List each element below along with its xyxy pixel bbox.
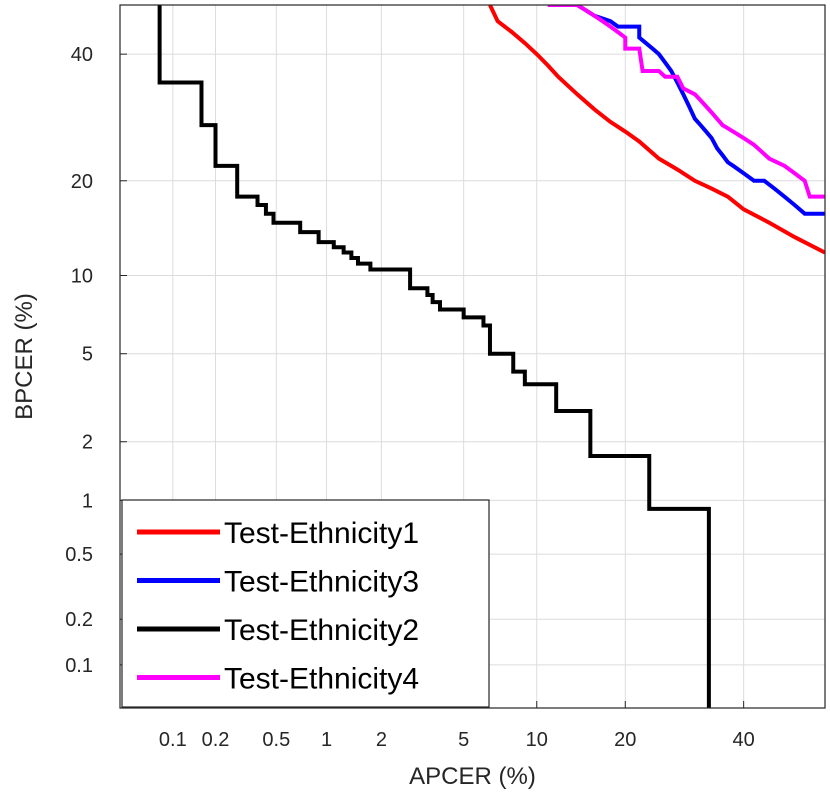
legend-entry: Test-Ethnicity2 xyxy=(224,614,419,647)
x-tick-label: 20 xyxy=(614,729,636,751)
x-tick-label: 0.5 xyxy=(262,729,290,751)
x-axis-label: APCER (%) xyxy=(409,763,536,790)
y-tick-label: 1 xyxy=(82,490,93,512)
x-tick-label: 40 xyxy=(733,729,755,751)
y-tick-label: 40 xyxy=(71,44,93,66)
y-tick-label: 20 xyxy=(71,171,93,193)
plot-frame xyxy=(119,4,826,709)
series-lines xyxy=(157,5,825,708)
y-tick-label: 5 xyxy=(82,344,93,366)
x-tick-label: 5 xyxy=(458,729,469,751)
x-tick-label: 10 xyxy=(526,729,548,751)
y-tick-label: 0.2 xyxy=(65,609,93,631)
y-axis-label: BPCER (%) xyxy=(11,293,38,420)
y-tick-label: 0.1 xyxy=(65,655,93,677)
legend-entry: Test-Ethnicity3 xyxy=(224,566,419,599)
y-tick-label: 10 xyxy=(71,266,93,288)
series-line-test-ethnicity4 xyxy=(547,5,825,199)
legend: Test-Ethnicity1 Test-Ethnicity3 Test-Ethni… xyxy=(121,499,490,708)
y-tick-label: 2 xyxy=(82,432,93,454)
series-line-test-ethnicity3 xyxy=(547,5,825,216)
legend-entry: Test-Ethnicity1 xyxy=(224,517,419,550)
x-tick-label: 2 xyxy=(376,729,387,751)
x-tick-label: 1 xyxy=(321,729,332,751)
x-axis-ticks: 0.1 0.2 0.5 1 2 5 10 20 40 xyxy=(159,701,755,751)
x-tick-label: 0.1 xyxy=(159,729,187,751)
x-tick-label: 0.2 xyxy=(202,729,230,751)
y-axis-ticks: 0.1 0.2 0.5 1 2 5 10 20 40 xyxy=(65,44,127,677)
legend-entry: Test-Ethnicity4 xyxy=(224,663,419,696)
series-line-test-ethnicity1 xyxy=(488,5,825,255)
series-line-test-ethnicity2 xyxy=(157,5,711,708)
y-tick-label: 0.5 xyxy=(65,544,93,566)
